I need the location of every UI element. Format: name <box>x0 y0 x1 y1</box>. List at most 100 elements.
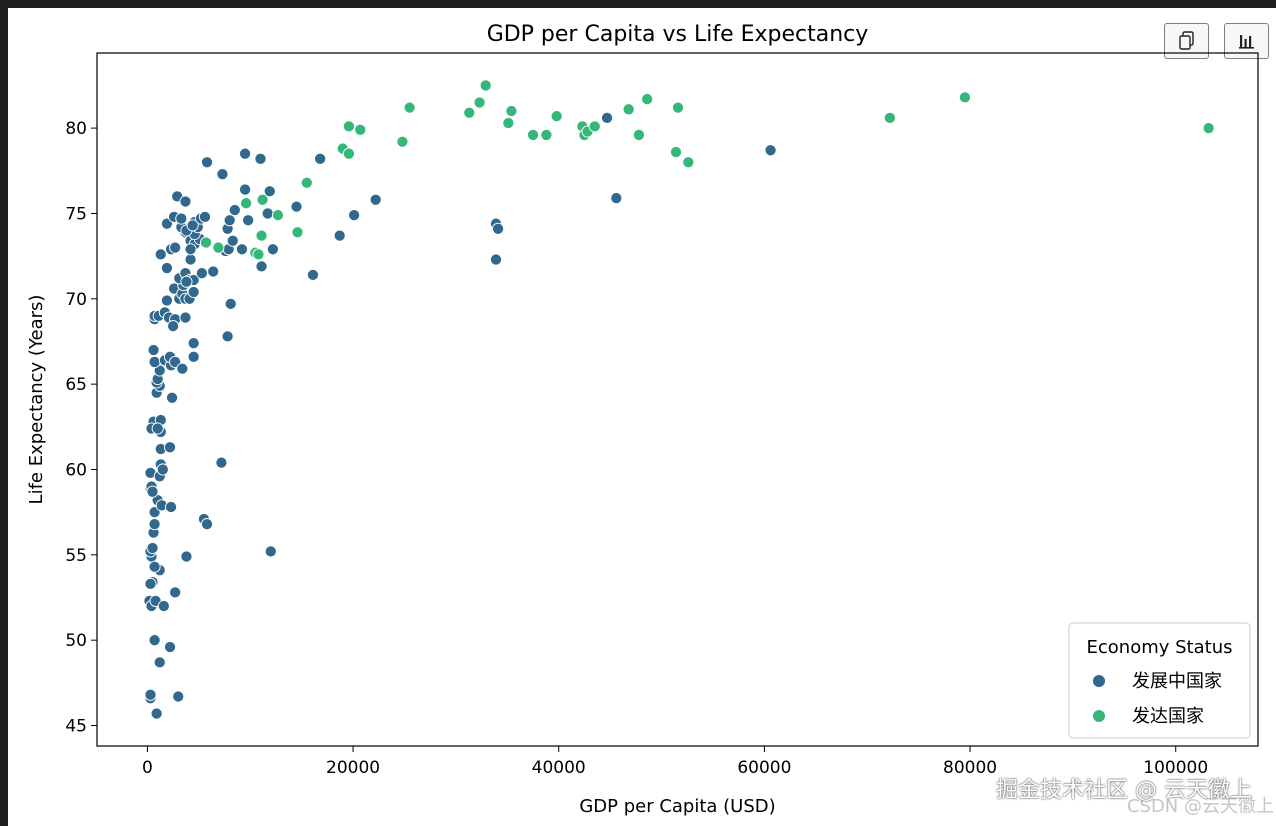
data-point-developed <box>342 147 355 160</box>
data-point-developing <box>223 214 236 227</box>
data-point-developed <box>252 248 265 261</box>
scatter-chart: GDP per Capita vs Life Expectancy 0 20000 4… <box>26 22 1259 817</box>
data-point-developed <box>883 111 896 124</box>
data-point-developing <box>187 350 200 363</box>
data-point-developing <box>144 688 157 701</box>
data-point-developed <box>256 193 269 206</box>
y-tick-label: 45 <box>65 717 87 737</box>
chart-view-button[interactable] <box>1224 23 1269 59</box>
chart-title: GDP per Capita vs Life Expectancy <box>487 22 869 47</box>
data-point-developing <box>157 599 170 613</box>
y-tick-label: 60 <box>65 460 87 480</box>
data-point-developing <box>160 262 173 275</box>
data-point-developing <box>239 183 252 196</box>
data-point-developed <box>588 120 601 133</box>
data-point-developed <box>526 128 540 141</box>
data-point-developing <box>198 210 212 223</box>
data-point-developed <box>463 106 476 119</box>
data-point-developing <box>144 577 157 590</box>
data-point-developed <box>550 110 563 123</box>
y-axis-label: Life Expectancy (Years) <box>26 295 47 505</box>
data-point-developing <box>180 275 193 288</box>
data-point-developing <box>610 192 623 205</box>
data-point-developing <box>169 586 182 599</box>
data-point-developed <box>669 145 683 159</box>
data-point-developed <box>502 116 515 130</box>
data-point-developed <box>212 241 225 254</box>
data-point-developing <box>601 111 614 124</box>
data-point-developing <box>148 518 161 531</box>
data-point-developing <box>226 234 239 247</box>
data-point-developing <box>200 518 214 531</box>
data-point-developing <box>169 241 182 254</box>
data-point-developed <box>641 93 654 106</box>
legend-label: 发达国家 <box>1132 706 1204 727</box>
data-point-developing <box>147 343 160 357</box>
data-point-developing <box>180 550 193 563</box>
data-point-developed <box>396 135 409 148</box>
data-point-developed <box>199 236 213 249</box>
data-point-developed <box>671 101 685 114</box>
data-point-developed <box>291 226 304 239</box>
copy-icon <box>1178 31 1194 50</box>
data-point-developed <box>958 91 971 104</box>
data-point-developing <box>235 243 249 256</box>
data-point-developing <box>151 422 164 435</box>
data-point-developing <box>255 260 268 273</box>
legend-box <box>1068 622 1251 739</box>
data-point-developed <box>632 128 645 141</box>
data-point-developing <box>215 456 228 469</box>
x-tick-label: 100000 <box>1143 758 1208 778</box>
y-tick-label: 70 <box>65 290 87 310</box>
x-axis-label: GDP per Capita (USD) <box>579 796 775 817</box>
data-point-developed <box>271 209 285 222</box>
data-point-developing <box>146 541 159 555</box>
data-point-developing <box>306 268 320 281</box>
y-tick-label: 75 <box>65 204 87 224</box>
legend-marker <box>1092 709 1106 723</box>
data-point-developed <box>540 128 553 141</box>
data-point-developing <box>148 355 161 368</box>
data-point-developing <box>166 391 179 404</box>
x-tick-label: 20000 <box>326 758 380 778</box>
data-point-developing <box>146 485 159 498</box>
data-point-developed <box>240 197 253 210</box>
legend-marker <box>1092 674 1106 688</box>
data-point-developing <box>764 144 777 157</box>
data-point-developing <box>167 320 180 333</box>
data-point-developing <box>492 222 505 235</box>
data-point-developing <box>207 265 220 278</box>
data-point-developing <box>264 545 277 558</box>
data-point-developed <box>354 123 367 136</box>
data-point-developing <box>156 463 169 476</box>
data-point-developed <box>479 79 492 92</box>
data-point-developed <box>403 101 416 114</box>
data-point-developed <box>473 96 486 109</box>
data-point-developed <box>682 156 695 169</box>
y-tick-label: 80 <box>65 119 87 139</box>
y-tick-label: 55 <box>65 546 87 566</box>
data-point-developing <box>263 185 276 198</box>
data-point-developing <box>148 560 161 573</box>
data-point-developed <box>255 229 268 242</box>
x-tick-label: 80000 <box>943 758 997 778</box>
juejin-watermark: 掘金技术社区 @ 云天徽上 <box>996 778 1252 803</box>
figure-window: GDP per Capita vs Life Expectancy 0 20000 4… <box>8 8 1276 826</box>
data-point-developing <box>221 330 234 343</box>
data-point-developing <box>179 311 192 324</box>
y-tick-label: 65 <box>65 375 87 395</box>
data-point-developing <box>187 285 200 299</box>
data-point-developing <box>172 690 185 703</box>
data-point-developed <box>505 104 518 118</box>
data-point-developing <box>186 219 199 232</box>
data-point-developing <box>489 253 503 266</box>
data-point-developing <box>176 362 189 375</box>
data-point-developing <box>266 243 279 256</box>
data-point-developed <box>1202 122 1215 135</box>
data-point-developing <box>179 195 192 208</box>
data-point-developing <box>228 203 241 217</box>
data-point-developing <box>148 634 161 647</box>
data-point-developing <box>216 168 229 181</box>
data-point-developing <box>153 656 166 669</box>
data-point-developing <box>163 441 177 454</box>
